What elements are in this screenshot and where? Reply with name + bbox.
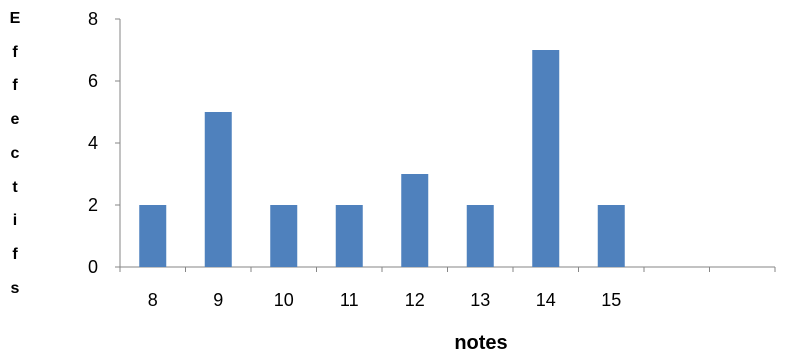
y-tick-label: 8: [88, 9, 98, 29]
x-tick-label: 9: [213, 290, 223, 310]
x-tick-label: 15: [601, 290, 621, 310]
y-axis-label-letter: i: [12, 212, 18, 230]
chart-ticks: 0 2 4 6 8 8 9 10 11 12 13 14 15: [88, 9, 776, 310]
x-tick-label: 13: [470, 290, 490, 310]
bar-12: [401, 174, 429, 267]
bar-14: [532, 50, 560, 267]
x-tick-label: 12: [405, 290, 425, 310]
x-tick-label: 8: [148, 290, 158, 310]
y-axis-label-letter: c: [10, 144, 20, 162]
y-axis-label-letter: e: [10, 111, 20, 129]
bar-10: [270, 205, 298, 267]
y-axis-label-letter: f: [12, 245, 18, 263]
bar-9: [204, 112, 232, 267]
y-axis-label-letter: E: [9, 10, 21, 27]
y-axis-label-letter: f: [12, 77, 18, 95]
y-axis-label-letter: t: [12, 178, 18, 196]
y-tick-label: 0: [88, 257, 98, 277]
bar-11: [335, 205, 363, 267]
x-tick-label: 14: [536, 290, 556, 310]
y-tick-label: 2: [88, 195, 98, 215]
x-tick-label: 10: [274, 290, 294, 310]
x-axis-label: notes: [454, 332, 507, 353]
y-tick-label: 6: [88, 71, 98, 91]
bar-8: [139, 205, 167, 267]
chart-bars: [139, 50, 625, 267]
y-tick-label: 4: [88, 133, 98, 153]
bar-15: [597, 205, 625, 267]
x-tick-label: 11: [340, 290, 359, 310]
y-axis-label-letter: f: [12, 43, 18, 61]
y-axis-label-letter: s: [10, 279, 20, 297]
bar-13: [466, 205, 494, 267]
